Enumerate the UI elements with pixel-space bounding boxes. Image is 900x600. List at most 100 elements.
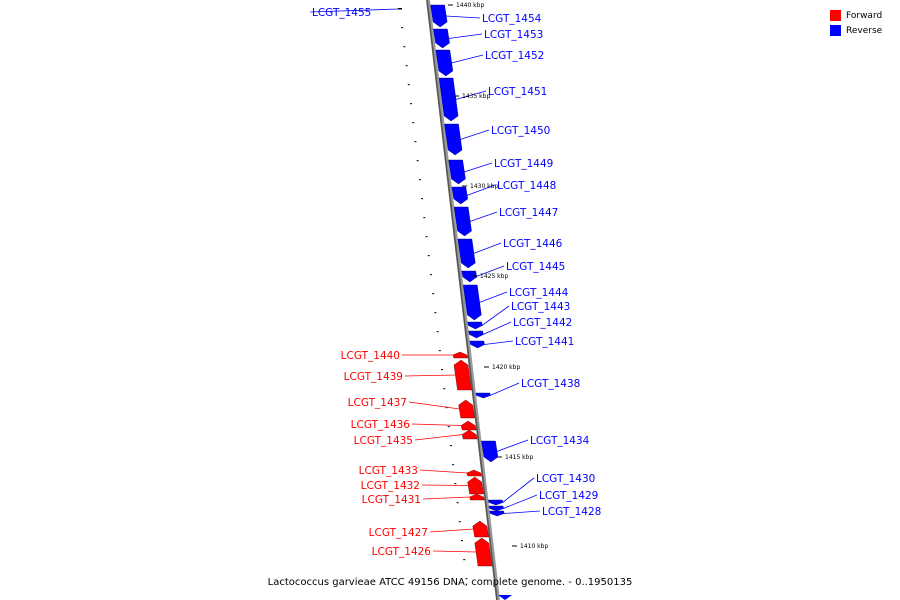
- guide-tick: [423, 217, 426, 219]
- guide-tick: [418, 179, 421, 181]
- gene-arrow-lcgt-1447: [453, 206, 472, 237]
- guide-tick: [412, 122, 415, 124]
- leader-lcgt-1446: [473, 242, 502, 254]
- scale-label: 1435 kbp: [462, 93, 490, 100]
- gene-label-lcgt-1431: LCGT_1431: [362, 494, 421, 506]
- guide-tick: [452, 464, 455, 466]
- leader-lcgt-1437: [408, 401, 460, 410]
- gene-label-lcgt-1435: LCGT_1435: [354, 435, 413, 447]
- gene-label-lcgt-1426: LCGT_1426: [372, 546, 432, 558]
- gene-arrow-lcgt-1430: [488, 499, 504, 506]
- scale-label: 1420 kbp: [492, 364, 520, 371]
- gene-arrow-lcgt-1432: [467, 476, 484, 495]
- gene-label-lcgt-1446: LCGT_1446: [503, 238, 563, 250]
- gene-label-lcgt-1434: LCGT_1434: [530, 435, 590, 447]
- gene-mark-lcgt-1455: [398, 8, 402, 10]
- scale-label: 1440 kbp: [456, 2, 484, 9]
- leader-lcgt-1451: [455, 90, 487, 100]
- guide-tick: [414, 141, 417, 143]
- gene-arrow-lcgt-1427: [472, 520, 489, 538]
- leader-lcgt-1447: [469, 211, 498, 222]
- gene-label-lcgt-1432: LCGT_1432: [361, 480, 420, 492]
- gene-arrow-lcgt-1437: [458, 399, 476, 419]
- gene-arrow-lcgt-1442: [468, 330, 484, 339]
- gene-arrow-lcgt-1429: [488, 505, 504, 512]
- guide-tick: [447, 426, 450, 428]
- guide-tick: [427, 255, 430, 257]
- gene-label-lcgt-1454: LCGT_1454: [482, 13, 542, 25]
- legend-item-forward: Forward: [830, 8, 892, 23]
- gene-label-lcgt-1429: LCGT_1429: [539, 490, 598, 502]
- guide-tick: [401, 27, 404, 29]
- gene-label-lcgt-1450: LCGT_1450: [491, 125, 550, 137]
- guide-tick: [443, 388, 446, 390]
- gene-label-lcgt-1449: LCGT_1449: [494, 158, 553, 170]
- gene-arrow-lcgt-1451: [438, 77, 459, 122]
- guide-tick: [463, 559, 466, 561]
- gene-label-lcgt-1444: LCGT_1444: [509, 287, 569, 299]
- guide-tick: [438, 350, 441, 352]
- leader-lcgt-1454: [445, 15, 481, 19]
- guide-tick: [436, 331, 439, 333]
- leader-lcgt-1426: [432, 550, 477, 553]
- gene-label-lcgt-1438: LCGT_1438: [521, 378, 580, 390]
- gene-arrow-partial: [498, 595, 512, 600]
- gene-arrow-lcgt-1446: [457, 238, 476, 269]
- leader-lcgt-1445: [476, 265, 505, 277]
- guide-tick: [449, 445, 452, 447]
- leader-lcgt-1452: [451, 54, 484, 64]
- guide-tick: [416, 160, 419, 162]
- guide-tick: [429, 274, 432, 276]
- guide-tick: [465, 578, 468, 580]
- gene-arrow-lcgt-1445: [461, 270, 478, 283]
- leader-lcgt-1453: [448, 33, 483, 39]
- scale-label: 1430 kbp: [470, 183, 498, 190]
- gene-arrow-lcgt-1444: [463, 284, 482, 321]
- forward-swatch: [830, 10, 841, 21]
- gene-label-lcgt-1448: LCGT_1448: [497, 180, 556, 192]
- leader-lcgt-1436: [411, 423, 462, 426]
- gene-arrow-lcgt-1426: [474, 537, 493, 567]
- leader-lcgt-1441: [484, 340, 514, 345]
- gene-arrow-lcgt-1454: [430, 4, 448, 28]
- gene-arrow-lcgt-1448: [451, 186, 469, 205]
- gene-label-lcgt-1442: LCGT_1442: [513, 317, 572, 329]
- leader-lcgt-1450: [460, 129, 490, 140]
- guide-tick: [432, 293, 435, 295]
- scale-label: 1415 kbp: [505, 454, 533, 461]
- gene-arrow-lcgt-1439: [453, 359, 472, 391]
- leader-lcgt-1444: [479, 291, 508, 303]
- guide-tick: [421, 198, 424, 200]
- gene-arrow-lcgt-1452: [435, 49, 454, 77]
- leader-lcgt-1432: [421, 484, 469, 486]
- leader-lcgt-1434: [496, 439, 529, 452]
- gene-arrow-lcgt-1438: [475, 392, 491, 399]
- gene-arrow-lcgt-1453: [433, 28, 450, 49]
- guide-tick: [441, 369, 444, 371]
- gene-arrow-lcgt-1434: [481, 440, 499, 463]
- gene-label-lcgt-1427: LCGT_1427: [369, 527, 428, 539]
- gene-arrow-lcgt-1449: [448, 159, 466, 185]
- guide-tick: [425, 236, 428, 238]
- leader-lcgt-1431: [422, 496, 471, 500]
- gene-arrow-lcgt-1435: [461, 429, 478, 440]
- leader-lcgt-1443: [481, 305, 510, 326]
- guide-tick: [454, 483, 457, 485]
- gene-label-lcgt-1447: LCGT_1447: [499, 207, 558, 219]
- gene-arrow-lcgt-1441: [469, 340, 485, 349]
- leader-lcgt-1442: [482, 321, 512, 335]
- reverse-swatch: [830, 25, 841, 36]
- legend-label-forward: Forward: [846, 10, 883, 21]
- guide-tick: [445, 407, 448, 409]
- leader-lcgt-1448: [466, 184, 496, 196]
- legend-item-reverse: Reverse: [830, 23, 892, 38]
- guide-tick: [456, 502, 459, 504]
- backbone-shadow: [426, 0, 500, 600]
- scale-label: 1425 kbp: [480, 273, 508, 280]
- guide-tick: [461, 540, 463, 542]
- legend-label-reverse: Reverse: [846, 25, 883, 36]
- gene-label-lcgt-1428: LCGT_1428: [542, 506, 601, 518]
- guide-tick: [403, 46, 406, 48]
- leader-lcgt-1430: [502, 477, 535, 503]
